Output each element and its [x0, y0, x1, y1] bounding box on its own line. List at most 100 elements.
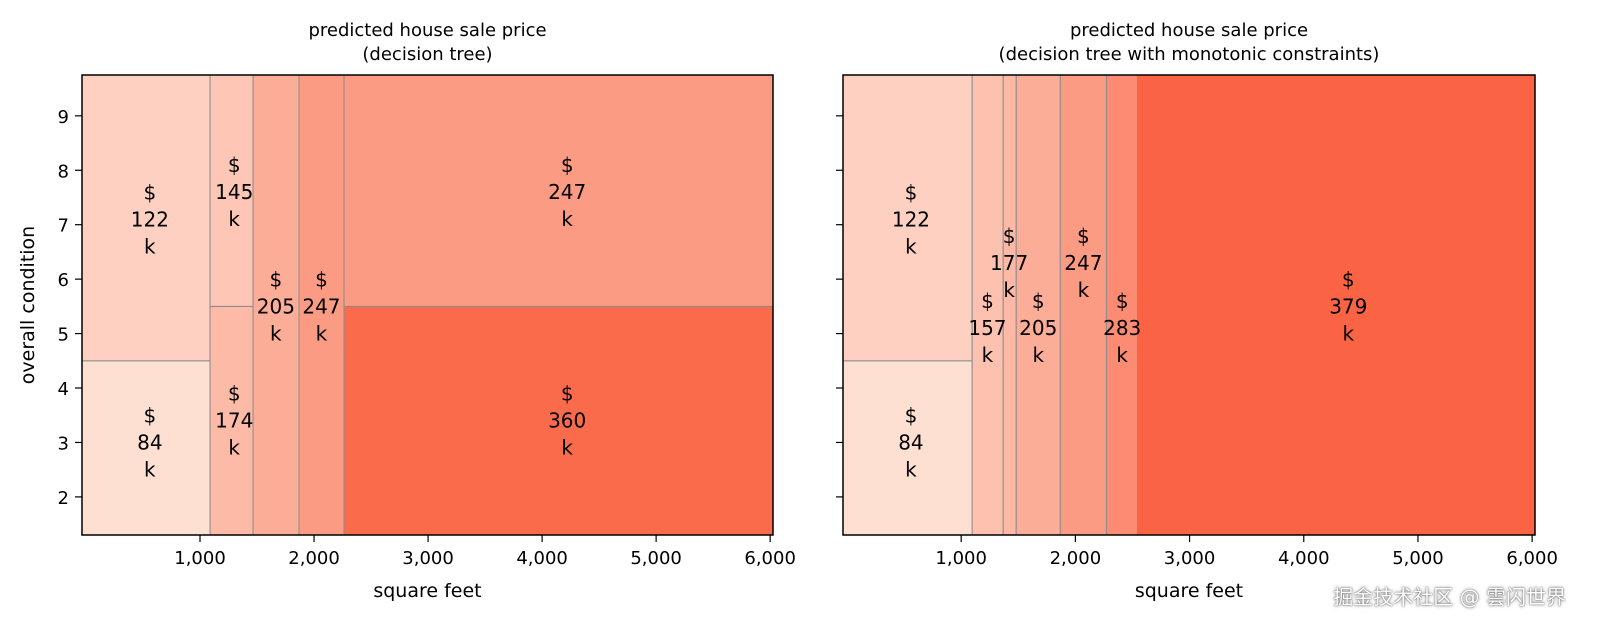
region-rect	[842, 74, 973, 362]
region-label-line: 360	[548, 409, 586, 433]
region-label: $84 k	[898, 403, 923, 481]
region-label-line: 379	[1329, 294, 1367, 318]
subplot-2: $84 k$ 122 k$ 157 k$ 177 k $205 k$ 247 k $283 k$ 379 k1…	[836, 20, 1558, 602]
region-label-line: $	[1003, 224, 1016, 248]
y-tick-label: 3	[58, 433, 69, 454]
region-label-line: $	[228, 382, 241, 406]
region-rect	[252, 74, 300, 536]
y-tick-label: 6	[58, 270, 69, 291]
chart-title: (decision tree)	[362, 44, 492, 65]
region-label: $360 k	[548, 382, 586, 460]
region-label-line: $	[228, 153, 241, 177]
region-label-line: 247	[302, 294, 340, 318]
region-label-line: $	[561, 382, 574, 406]
region-label-line: k	[144, 234, 156, 258]
region-label-line: 247	[1064, 251, 1102, 275]
region-label-line: k	[905, 457, 917, 481]
region-label-line: k	[982, 343, 994, 367]
y-tick-label: 4	[58, 379, 69, 400]
region-rect	[209, 74, 254, 307]
region-label-line: k	[1003, 278, 1015, 302]
region-label: $247 k	[548, 153, 586, 231]
x-tick-label: 3,000	[1164, 548, 1216, 569]
region-label-line: 84	[137, 430, 162, 454]
region-label-line: k	[1116, 343, 1128, 367]
region-label-line: 205	[257, 294, 295, 318]
region-label-line: 122	[131, 207, 169, 231]
x-axis-label: square feet	[373, 580, 481, 602]
region-label-line: k	[1032, 343, 1044, 367]
region-label: $205 k	[1019, 289, 1057, 367]
region-label: $145 k	[215, 153, 253, 231]
chart-title: predicted house sale price	[308, 20, 546, 41]
region-label: $157 k	[968, 289, 1006, 367]
region-rect	[1136, 74, 1536, 536]
region-rect	[343, 74, 774, 307]
y-tick-label: 8	[58, 161, 69, 182]
region-label-line: $	[143, 180, 156, 204]
region-label-line: 157	[968, 316, 1006, 340]
x-tick-label: 2,000	[288, 548, 340, 569]
x-tick-label: 5,000	[1392, 548, 1444, 569]
x-tick-label: 5,000	[630, 548, 682, 569]
region-label: $84 k	[137, 403, 162, 481]
watermark: 掘金技术社区 @ 雲闪世界	[1333, 585, 1566, 609]
region-label-line: $	[905, 180, 918, 204]
region-label-line: 145	[215, 180, 253, 204]
region-rect	[81, 74, 211, 362]
region-label: $177 k	[990, 224, 1028, 302]
region-label-line: k	[1078, 278, 1090, 302]
region-label-line: $	[1116, 289, 1129, 313]
region-rect	[971, 74, 1004, 536]
region-label-line: k	[1343, 321, 1355, 345]
region-label: $174 k	[215, 382, 253, 460]
region-label-line: $	[1342, 267, 1355, 291]
x-tick-label: 3,000	[402, 548, 454, 569]
region-label: $205 k	[257, 267, 295, 345]
y-tick-label: 2	[58, 488, 69, 509]
region-label-line: k	[270, 321, 282, 345]
region-label-line: $	[1077, 224, 1090, 248]
region-label-line: k	[228, 436, 240, 460]
x-tick-label: 6,000	[744, 548, 796, 569]
region-label-line: $	[143, 403, 156, 427]
x-axis-label: square feet	[1135, 580, 1243, 602]
region-rect	[1059, 74, 1107, 536]
subplot-1: $84 k$ 122 k$ 174 k$ 145 k$ 205 k$ 247 k$ 360 k$ 247 k1…	[17, 20, 796, 602]
x-tick-label: 4,000	[1278, 548, 1330, 569]
region-label-line: k	[144, 457, 156, 481]
region-rect	[343, 305, 774, 536]
region-label-line: k	[316, 321, 328, 345]
region-label-line: k	[228, 207, 240, 231]
chart-title: (decision tree with monotonic constraint…	[999, 44, 1380, 65]
x-tick-label: 4,000	[516, 548, 568, 569]
x-tick-label: 6,000	[1506, 548, 1558, 569]
region-label-line: $	[905, 403, 918, 427]
region-label-line: 177	[990, 251, 1028, 275]
region-label-line: $	[1032, 289, 1045, 313]
region-label: $379 k	[1329, 267, 1367, 345]
y-tick-label: 9	[58, 107, 69, 128]
region-rect	[1105, 74, 1138, 536]
region-label-line: $	[561, 153, 574, 177]
region-label-line: 283	[1103, 316, 1141, 340]
x-tick-label: 2,000	[1050, 548, 1102, 569]
region-label-line: k	[905, 234, 917, 258]
region-rect	[1015, 74, 1061, 536]
chart-title: predicted house sale price	[1070, 20, 1308, 41]
region-label-line: k	[561, 436, 573, 460]
region-rect	[298, 74, 345, 536]
region-label-line: 174	[215, 409, 253, 433]
region-label-line: 84	[898, 430, 923, 454]
region-label-line: 247	[548, 180, 586, 204]
region-label: $247 k	[1064, 224, 1102, 302]
region-rect	[81, 360, 211, 536]
region-label-line: $	[269, 267, 282, 291]
region-label: $122 k	[892, 180, 930, 258]
region-label: $247 k	[302, 267, 340, 345]
region-label: $122 k	[131, 180, 169, 258]
y-tick-label: 5	[58, 325, 69, 346]
y-axis-label: overall condition	[17, 226, 39, 384]
